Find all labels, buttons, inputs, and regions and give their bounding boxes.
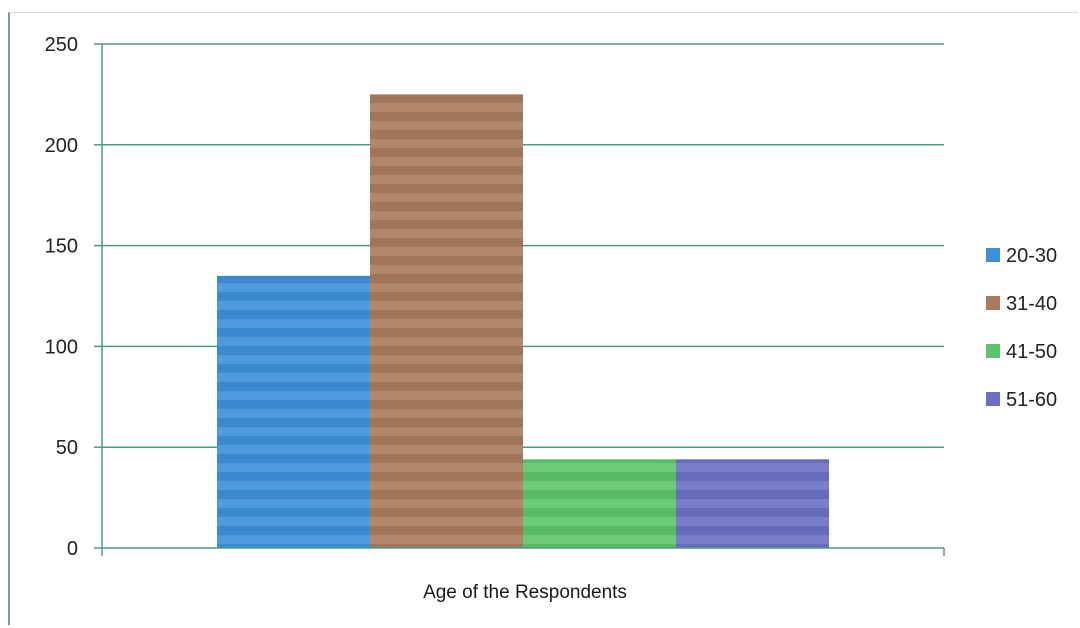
legend-swatch <box>986 344 1000 358</box>
bars <box>217 94 829 549</box>
y-tick-label: 100 <box>45 336 78 358</box>
legend-swatch <box>986 392 1000 406</box>
legend-swatch <box>986 296 1000 310</box>
bar-texture <box>370 94 523 549</box>
bar-texture <box>217 275 370 548</box>
legend-label: 41-50 <box>1006 341 1057 363</box>
y-tick-label: 50 <box>56 437 78 459</box>
y-tick-label: 150 <box>45 236 78 258</box>
bar-texture <box>676 459 829 548</box>
legend-label: 20-30 <box>1006 245 1057 267</box>
axes <box>101 44 945 556</box>
y-axis-ticks: 0 50 100 150 200 250 <box>45 34 102 560</box>
legend: 20-30 31-40 41-50 51-60 <box>986 245 1057 411</box>
y-tick-label: 200 <box>45 135 78 157</box>
y-tick-label: 250 <box>45 34 78 56</box>
bar-chart: 0 50 100 150 200 250 Age of the Respondents 2… <box>45 34 1058 603</box>
x-axis-title: Age of the Respondents <box>423 582 627 603</box>
chart-frame: 0 50 100 150 200 250 Age of the Respondents 2… <box>8 12 1078 625</box>
legend-label: 31-40 <box>1006 293 1057 315</box>
bar-texture <box>523 459 676 548</box>
legend-swatch <box>986 248 1000 262</box>
y-tick-label: 0 <box>67 538 78 560</box>
legend-label: 51-60 <box>1006 389 1057 411</box>
